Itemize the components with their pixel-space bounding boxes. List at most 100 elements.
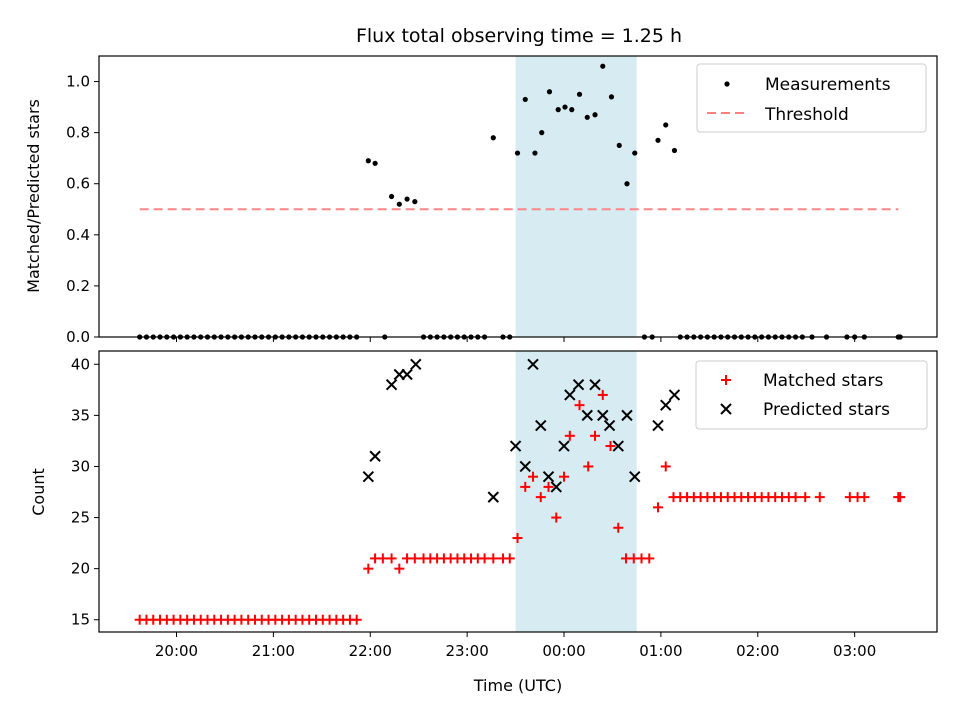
x-tick-label-7: 03:00 bbox=[833, 642, 876, 660]
measurement-point bbox=[365, 158, 371, 164]
bottom-y-tick-label-3: 30 bbox=[71, 457, 90, 475]
predicted-star-point bbox=[401, 368, 413, 381]
bottom-y-axis-label: Count bbox=[29, 468, 48, 516]
bottom-y-tick-label-4: 35 bbox=[71, 406, 90, 424]
predicted-star-point bbox=[660, 399, 672, 411]
x-tick-label-2: 22:00 bbox=[349, 642, 392, 660]
matched-star-point bbox=[564, 430, 575, 441]
predicted-star-point bbox=[621, 409, 633, 422]
top-legend-frame bbox=[696, 63, 927, 133]
measurement-point bbox=[522, 96, 528, 103]
predicted-star-point bbox=[385, 379, 398, 391]
predicted-star-point bbox=[527, 358, 539, 370]
bottom-x-ticks: 20:00 21:00 22:00 23:00 00:00 01:00 02:00 03:00 bbox=[155, 632, 876, 660]
predicted-star-point bbox=[362, 470, 375, 483]
predicted-star-point bbox=[603, 419, 616, 432]
predicted-star-point bbox=[629, 470, 641, 483]
x-tick-label-5: 01:00 bbox=[639, 642, 682, 660]
bottom-y-tick-label-0: 15 bbox=[71, 611, 90, 629]
bottom-y-tick-label-1: 20 bbox=[71, 560, 90, 578]
matched-star-point bbox=[543, 481, 554, 492]
predicted-star-point bbox=[668, 389, 681, 401]
bottom-y-tick-label-2: 25 bbox=[71, 509, 90, 527]
matched-star-point bbox=[504, 553, 515, 564]
chart-title: Flux total observing time = 1.25 h bbox=[356, 25, 682, 47]
legend-predicted-label: Predicted stars bbox=[763, 400, 890, 420]
predicted-star-point bbox=[550, 481, 562, 493]
top-y-ticks: 0.0 0.2 0.4 0.6 0.8 1.0 bbox=[66, 73, 99, 346]
measurement-point bbox=[404, 196, 410, 202]
predicted-star-point bbox=[369, 450, 381, 462]
legend-predicted-x bbox=[720, 403, 732, 415]
measurement-points bbox=[137, 63, 903, 340]
matched-star-point bbox=[597, 389, 608, 400]
predicted-star-point bbox=[519, 460, 531, 473]
top-y-tick-label-3: 0.6 bbox=[66, 175, 90, 193]
x-tick-label-0: 20:00 bbox=[155, 642, 198, 660]
matched-star-point bbox=[790, 492, 801, 503]
top-y-tick-label-1: 0.2 bbox=[66, 277, 90, 295]
predicted-star-point bbox=[652, 419, 664, 432]
measurement-point bbox=[576, 91, 583, 97]
measurement-point bbox=[569, 107, 575, 113]
measurement-point bbox=[655, 137, 661, 143]
matched-star-point bbox=[528, 471, 539, 482]
top-y-tick-label-5: 1.0 bbox=[66, 73, 90, 91]
legend-measurements-marker bbox=[724, 81, 730, 87]
top-y-tick-label-2: 0.4 bbox=[66, 226, 90, 244]
x-tick-label-6: 02:00 bbox=[736, 642, 779, 660]
legend-threshold-label: Threshold bbox=[764, 105, 849, 125]
measurement-point bbox=[490, 135, 496, 141]
predicted-star-point bbox=[589, 379, 601, 391]
measurement-point bbox=[624, 181, 630, 187]
measurement-point bbox=[412, 199, 418, 205]
legend-matched-plus bbox=[721, 375, 731, 385]
predicted-star-point bbox=[564, 389, 576, 401]
top-y-tick-label-0: 0.0 bbox=[66, 328, 90, 346]
measurement-point bbox=[539, 130, 545, 136]
predicted-star-point bbox=[410, 358, 422, 370]
matched-star-point bbox=[351, 614, 362, 625]
bottom-shaded-span bbox=[515, 351, 637, 632]
matched-star-point bbox=[660, 461, 671, 472]
predicted-star-point bbox=[597, 409, 609, 422]
measurement-point bbox=[532, 150, 538, 156]
measurement-point bbox=[584, 114, 590, 120]
bottom-legend-frame bbox=[695, 360, 928, 430]
matched-star-point bbox=[652, 502, 663, 513]
legend-matched-label: Matched stars bbox=[763, 371, 883, 391]
matched-stars-points bbox=[134, 389, 906, 625]
predicted-star-point bbox=[558, 440, 570, 452]
measurement-point bbox=[592, 112, 598, 118]
legend-matched-marker bbox=[721, 375, 731, 385]
matched-star-point bbox=[363, 563, 374, 574]
top-axes-frame bbox=[98, 55, 938, 338]
x-tick-label-1: 21:00 bbox=[252, 642, 295, 660]
x-axis-label: Time (UTC) bbox=[473, 676, 562, 695]
measurement-point bbox=[555, 107, 561, 113]
top-shaded-span bbox=[515, 56, 637, 337]
measurement-point bbox=[671, 147, 678, 154]
top-panel: 0.0 0.2 0.4 0.6 0.8 1.0 Matched/Predicted sta… bbox=[24, 55, 938, 346]
matched-star-point bbox=[644, 553, 655, 564]
matched-star-point bbox=[583, 461, 594, 472]
matched-star-point bbox=[512, 532, 523, 543]
bottom-legend: Matched stars Predicted stars bbox=[695, 360, 928, 430]
predicted-star-point bbox=[535, 419, 547, 432]
x-tick-label-3: 23:00 bbox=[446, 642, 489, 660]
top-y-axis-label: Matched/Predicted stars bbox=[24, 99, 43, 293]
top-legend: Measurements Threshold bbox=[696, 63, 927, 133]
matched-star-point bbox=[409, 553, 420, 564]
predicted-star-point bbox=[509, 440, 522, 452]
matched-star-point bbox=[386, 553, 397, 564]
matched-star-point bbox=[535, 492, 546, 503]
legend-measurements-label: Measurements bbox=[765, 75, 891, 95]
x-tick-label-4: 00:00 bbox=[542, 642, 585, 660]
matched-star-point bbox=[479, 553, 490, 564]
bottom-y-tick-label-5: 40 bbox=[71, 355, 90, 373]
measurement-point bbox=[632, 150, 638, 156]
measurement-point bbox=[396, 201, 402, 207]
matched-star-point bbox=[814, 492, 825, 503]
measurement-point bbox=[546, 89, 553, 95]
